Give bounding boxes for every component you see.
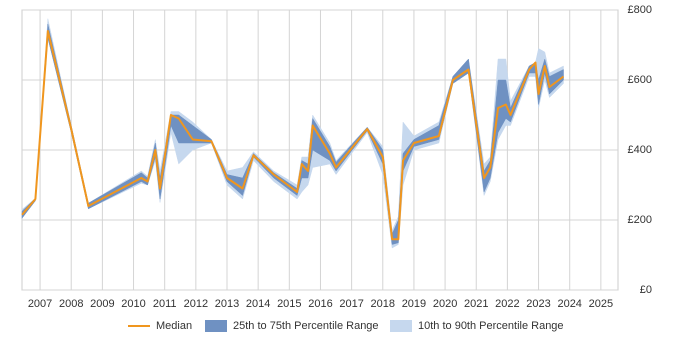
x-tick-label: 2010 — [121, 298, 145, 310]
x-tick-label: 2014 — [246, 298, 270, 310]
x-tick-label: 2017 — [339, 298, 363, 310]
median-line — [21, 30, 565, 241]
legend-swatch — [205, 320, 227, 332]
x-tick-label: 2013 — [215, 298, 239, 310]
x-tick-label: 2011 — [153, 298, 177, 310]
percentile-band — [21, 23, 564, 245]
x-tick-label: 2012 — [184, 298, 208, 310]
y-tick-label: £400 — [628, 144, 652, 156]
y-tick-label: £800 — [628, 4, 652, 16]
x-tick-label: 2016 — [308, 298, 332, 310]
y-tick-label: £200 — [628, 214, 652, 226]
x-tick-label: 2018 — [371, 298, 395, 310]
legend-label: Median — [156, 320, 192, 332]
x-tick-label: 2020 — [433, 298, 457, 310]
x-tick-label: 2019 — [402, 298, 426, 310]
y-tick-label: £0 — [640, 284, 652, 296]
x-tick-label: 2023 — [526, 298, 550, 310]
x-tick-label: 2008 — [59, 298, 83, 310]
x-tick-label: 2025 — [589, 298, 613, 310]
x-tick-label: 2015 — [277, 298, 301, 310]
x-tick-label: 2009 — [90, 298, 114, 310]
legend-label: 25th to 75th Percentile Range — [233, 320, 379, 332]
x-tick-label: 2021 — [464, 298, 488, 310]
legend-label: 10th to 90th Percentile Range — [418, 320, 564, 332]
x-tick-label: 2022 — [495, 298, 519, 310]
x-tick-label: 2007 — [28, 298, 52, 310]
y-tick-label: £600 — [628, 74, 652, 86]
percentile-band — [21, 18, 564, 249]
x-tick-label: 2024 — [557, 298, 581, 310]
legend-swatch — [390, 320, 412, 332]
